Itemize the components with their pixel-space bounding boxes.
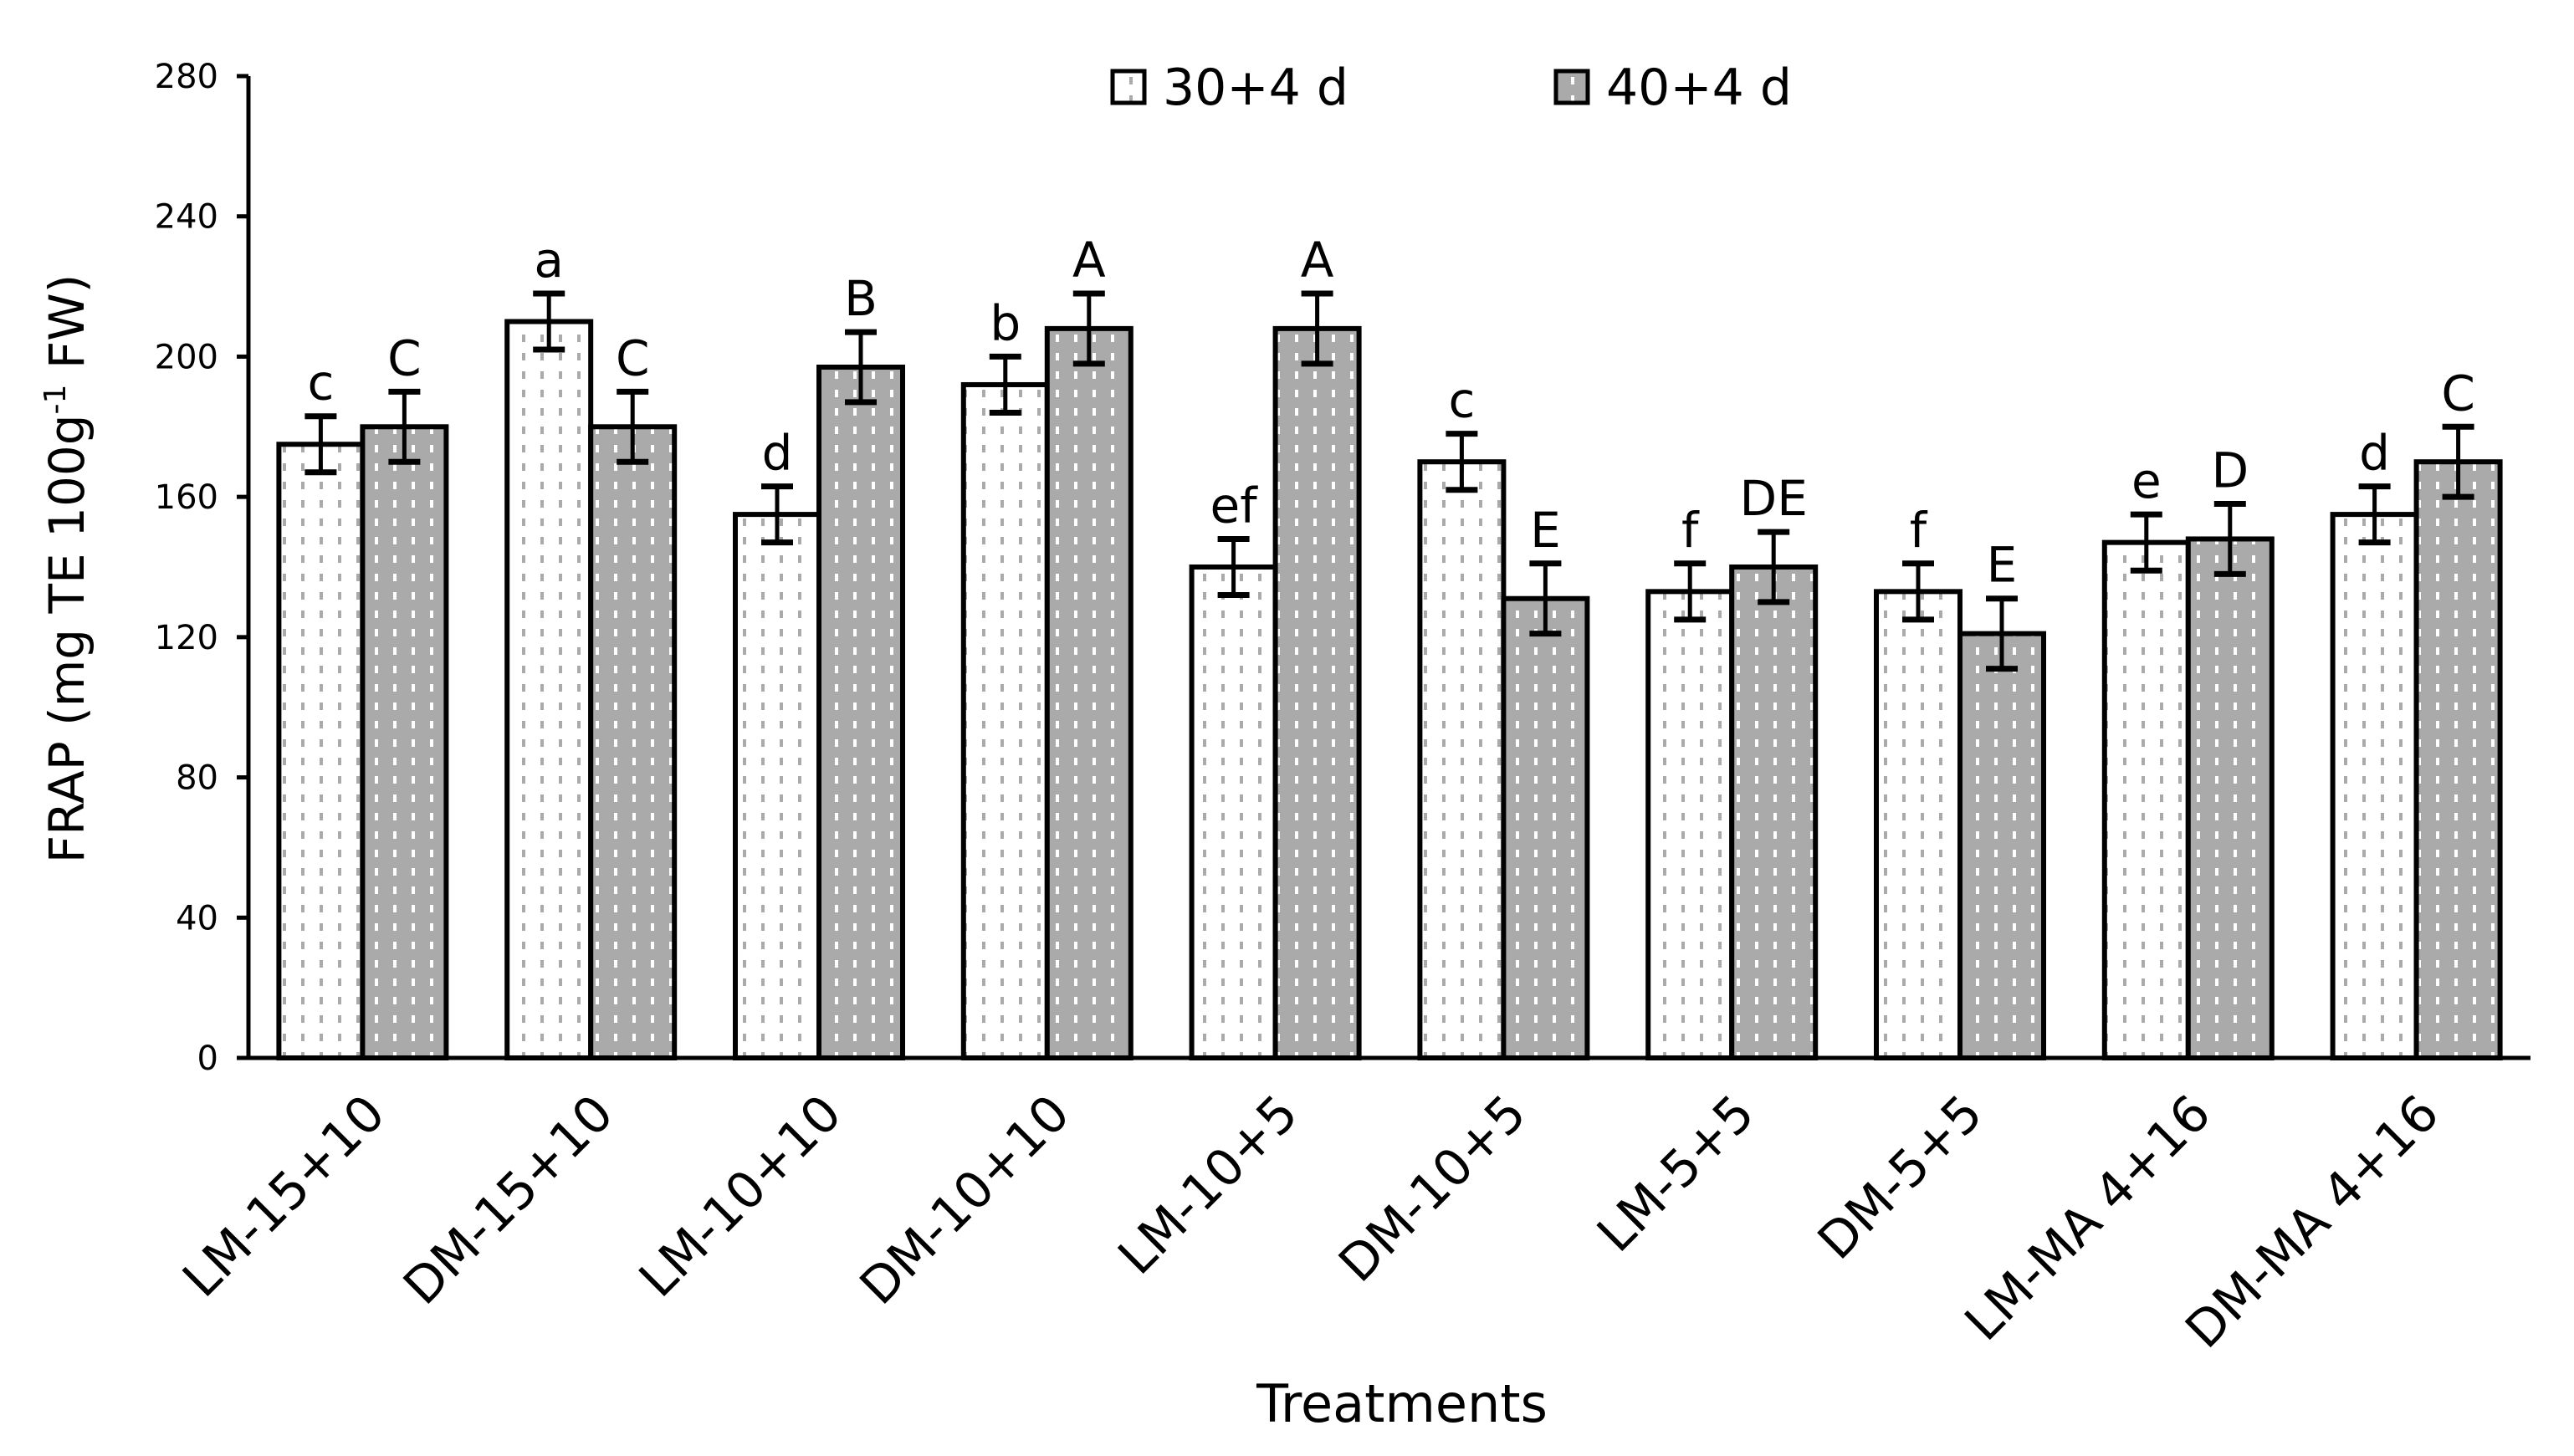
- significance-letter: f: [1910, 502, 1928, 559]
- y-axis-title-main: FRAP (mg TE 100g: [38, 414, 95, 863]
- bar-304d-7: [1874, 589, 1962, 1060]
- significance-letter: f: [1681, 502, 1700, 559]
- significance-letter: A: [1301, 232, 1334, 289]
- x-tick-label: LM-15+10: [171, 1084, 397, 1309]
- x-axis-title: Treatments: [1256, 1373, 1548, 1434]
- y-tick-label: 120: [155, 619, 218, 657]
- x-tick-label: LM-10+10: [628, 1084, 853, 1309]
- x-tick-label: LM-10+5: [1108, 1084, 1310, 1286]
- significance-letter: d: [762, 425, 793, 482]
- bar-304d-5: [1417, 459, 1507, 1060]
- significance-letter: a: [534, 232, 564, 289]
- bar-304d-1: [504, 319, 594, 1060]
- bar-404d-4: [1272, 325, 1362, 1060]
- y-tick-label: 40: [176, 899, 218, 937]
- x-tick-label: DM-5+5: [1807, 1084, 1994, 1271]
- significance-letter: E: [1987, 537, 2018, 594]
- y-tick-label: 80: [176, 759, 218, 798]
- x-tick-label: LM-5+5: [1586, 1084, 1766, 1264]
- significance-letter: C: [387, 330, 422, 386]
- bar-304d-9: [2330, 512, 2419, 1060]
- legend-label-40-4d: 40+4 d: [1606, 59, 1792, 117]
- x-tick-label: DM-10+5: [1328, 1084, 1538, 1294]
- significance-letter: C: [616, 330, 650, 386]
- bar-304d-3: [960, 381, 1050, 1060]
- significance-letter: b: [990, 294, 1021, 351]
- significance-letter: c: [1448, 372, 1475, 429]
- y-tick-label: 160: [155, 478, 218, 517]
- bar-404d-2: [816, 365, 905, 1060]
- legend: 30+4 d 40+4 d: [1110, 59, 1792, 117]
- significance-letter: c: [307, 355, 334, 411]
- significance-letter: A: [1072, 232, 1106, 289]
- y-tick-label: 280: [155, 58, 218, 96]
- legend-swatch-30-4d: [1110, 69, 1147, 105]
- significance-letter: e: [2131, 452, 2162, 509]
- bar-404d-5: [1501, 595, 1590, 1060]
- y-axis-title: FRAP (mg TE 100g-1 FW): [38, 274, 95, 864]
- significance-letter: C: [2441, 365, 2475, 421]
- significance-letter: E: [1530, 502, 1561, 559]
- bar-304d-2: [733, 512, 821, 1060]
- bar-404d-1: [588, 424, 678, 1060]
- y-axis-title-sup: -1: [38, 385, 73, 415]
- y-tick-label: 200: [155, 338, 218, 376]
- significance-letter: D: [2211, 442, 2249, 499]
- significance-letter: DE: [1740, 470, 1808, 527]
- legend-swatch-40-4d: [1553, 69, 1590, 105]
- bar-404d-6: [1729, 565, 1819, 1060]
- legend-label-30-4d: 30+4 d: [1163, 59, 1348, 117]
- significance-letter: B: [844, 270, 878, 327]
- bar-404d-9: [2413, 459, 2503, 1060]
- bar-404d-7: [1957, 631, 2046, 1061]
- bar-304d-4: [1189, 565, 1278, 1060]
- x-tick-label: DM-10+10: [849, 1084, 1082, 1316]
- bar-404d-3: [1044, 325, 1133, 1060]
- y-axis-title-tail: FW): [38, 274, 95, 385]
- y-tick-label: 0: [197, 1040, 218, 1078]
- bar-404d-0: [360, 424, 449, 1060]
- bar-304d-0: [276, 442, 366, 1060]
- bar-304d-6: [1645, 589, 1735, 1060]
- bar-404d-8: [2185, 536, 2275, 1060]
- x-tick-label: DM-15+10: [392, 1084, 625, 1316]
- bar-304d-8: [2101, 539, 2191, 1060]
- significance-letter: d: [2359, 425, 2390, 482]
- significance-letter: ef: [1210, 477, 1259, 534]
- y-tick-label: 240: [155, 198, 218, 237]
